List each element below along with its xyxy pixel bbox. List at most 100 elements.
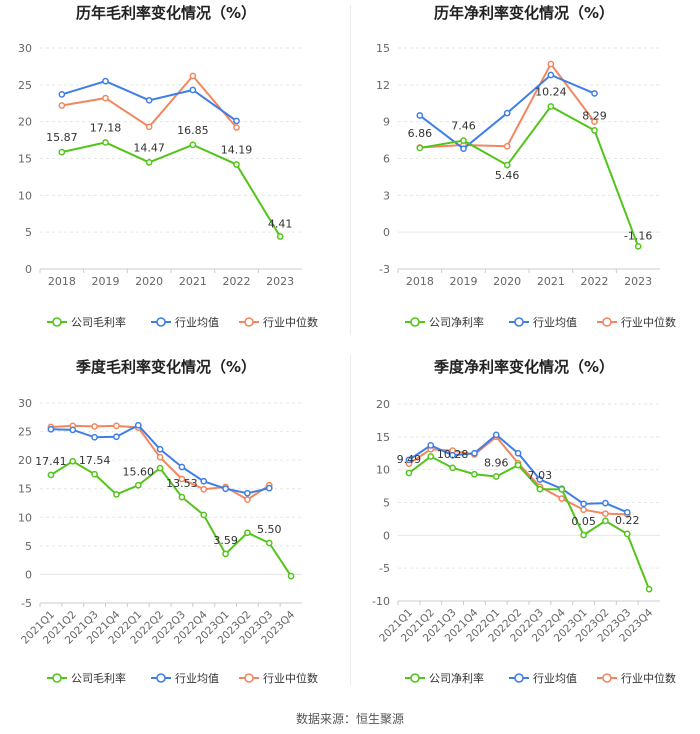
data-point-industry_avg [178,463,186,471]
legend-swatch-marker [244,317,254,327]
legend-label-industry_avg: 行业均值 [533,672,577,685]
chart-annual-gross: 历年毛利率变化情况（%） 0 5 10 15 20 25 30 2018 2019 2020 2021… [18,4,318,329]
y-tick-label: -5 [21,597,32,610]
legend-label-company: 公司净利率 [429,671,484,685]
y-tick-label: 20 [18,454,32,467]
data-point-company [602,517,609,525]
data-label: 5.46 [495,169,520,182]
x-tick-label: 2022 [223,275,251,288]
data-point-industry_avg [47,425,55,433]
legend-swatch-marker [410,317,420,327]
chart-title: 历年毛利率变化情况（%） [76,4,256,22]
data-label: 7.03 [528,469,553,482]
y-tick-label: 5 [383,497,390,510]
y-tick-label: 0 [383,226,390,239]
data-point-industry_avg [233,117,240,125]
data-point-company [460,137,467,144]
y-tick-label: 15 [18,153,32,166]
data-point-company [276,233,284,240]
y-tick-label: 30 [18,397,32,410]
data-point-company [178,493,186,501]
data-label: 10.28 [437,448,469,461]
data-point-industry_avg [449,451,456,459]
data-point-industry_median [156,453,164,461]
panel-divider-bottom [350,355,351,685]
chart-annual-net: 历年净利率变化情况（%） -3 0 3 6 9 12 15 2018 2019 2020 2021 20… [376,4,676,329]
data-point-industry_avg [591,90,598,97]
data-point-company [503,161,511,169]
data-point-industry_avg [200,477,208,485]
data-point-company [156,464,164,472]
y-tick-label: -3 [379,263,390,276]
data-point-industry_avg [405,456,413,464]
legend-swatch-marker [602,673,612,683]
legend-swatch-marker [52,317,62,327]
legend-label-company: 公司净利率 [429,315,484,329]
series-line-company [50,460,292,577]
data-point-company [645,585,653,593]
data-label: -1.16 [624,229,652,242]
y-tick-label: 10 [18,511,32,524]
data-label: 3.59 [213,534,238,547]
data-point-industry_median [591,118,598,126]
x-tick-label: 2020 [493,275,521,288]
data-label: 8.29 [582,109,607,122]
y-tick-label: 15 [376,42,390,55]
y-tick-label: 10 [376,464,390,477]
chart-quarterly-gross: 季度毛利率变化情况（%）-50510152025302021Q12021Q220… [18,358,318,685]
legend-label-industry_median: 行业中位数 [263,315,318,329]
data-point-industry_avg [58,91,66,98]
chart-title: 季度毛利率变化情况（%） [76,358,256,376]
data-point-industry_avg [102,77,109,85]
data-point-industry_avg [91,433,98,441]
legend-swatch-marker [410,673,420,683]
data-point-industry_median [547,60,555,68]
data-point-company [189,141,197,149]
data-point-company [536,485,544,493]
data-source-note: 数据来源：恒生聚源 [295,712,404,726]
data-point-company [427,453,435,460]
x-tick-label: 2023 [624,275,652,288]
data-point-industry_avg [580,500,587,508]
data-label: 14.19 [221,143,253,156]
data-point-industry_avg [222,485,229,493]
data-label: 10.24 [535,85,567,98]
chart-title: 历年净利率变化情况（%） [434,4,614,22]
legend-label-company: 公司毛利率 [71,315,126,329]
data-point-industry_avg [265,484,273,492]
panel-divider-top [350,5,351,335]
y-tick-label: -5 [379,562,390,575]
chart-quarterly-net: 季度净利率变化情况（%）-10-5051015202021Q12021Q2202… [372,358,676,685]
data-point-company [591,127,598,134]
data-point-company [634,243,642,250]
data-label: 0.05 [571,515,596,528]
data-point-industry_median [503,142,511,150]
data-point-company [580,531,587,539]
data-point-industry_avg [416,112,424,119]
data-point-industry_avg [244,489,251,497]
data-point-company [233,161,240,168]
data-point-industry_avg [113,433,120,441]
data-label: 15.60 [123,465,155,478]
data-label: 0.22 [615,514,640,527]
data-point-industry_avg [189,86,197,94]
data-point-company [102,139,109,146]
data-point-company [471,470,478,478]
data-point-industry_avg [503,109,511,117]
data-point-company [47,471,55,479]
legend-label-industry_median: 行业中位数 [263,671,318,685]
x-tick-label: 2021 [179,275,207,288]
legend-label-industry_median: 行业中位数 [621,315,676,329]
legend-label-industry_avg: 行业均值 [175,316,219,329]
y-tick-label: 20 [18,116,32,129]
x-tick-label: 2018 [48,275,76,288]
data-point-company [492,473,500,480]
y-tick-label: 0 [25,263,32,276]
data-label: 8.96 [484,456,509,469]
data-point-company [558,486,566,493]
data-point-company [287,572,295,580]
legend-label-company: 公司毛利率 [71,671,126,685]
data-point-industry_avg [134,421,142,429]
data-label: 13.53 [166,477,198,490]
x-tick-label: 2023 [266,275,294,288]
